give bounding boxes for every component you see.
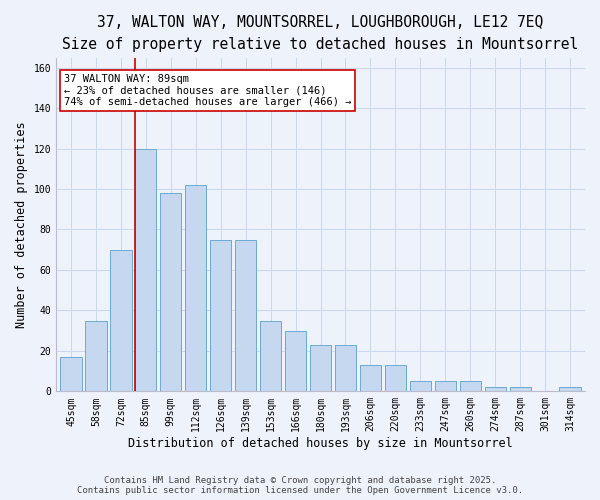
Bar [360, 365, 381, 392]
Y-axis label: Number of detached properties: Number of detached properties [15, 121, 28, 328]
Bar [185, 185, 206, 392]
Bar [485, 388, 506, 392]
Bar [559, 388, 581, 392]
Bar [160, 193, 181, 392]
Bar [385, 365, 406, 392]
Bar [285, 330, 306, 392]
Bar [434, 381, 456, 392]
Bar [61, 357, 82, 392]
Bar [210, 240, 232, 392]
Text: Contains HM Land Registry data © Crown copyright and database right 2025.
Contai: Contains HM Land Registry data © Crown c… [77, 476, 523, 495]
Bar [310, 345, 331, 392]
Bar [260, 320, 281, 392]
Bar [85, 320, 107, 392]
Text: 37 WALTON WAY: 89sqm
← 23% of detached houses are smaller (146)
74% of semi-deta: 37 WALTON WAY: 89sqm ← 23% of detached h… [64, 74, 351, 107]
Bar [135, 148, 157, 392]
Bar [335, 345, 356, 392]
Bar [110, 250, 131, 392]
Bar [460, 381, 481, 392]
Title: 37, WALTON WAY, MOUNTSORREL, LOUGHBOROUGH, LE12 7EQ
Size of property relative to: 37, WALTON WAY, MOUNTSORREL, LOUGHBOROUG… [62, 15, 578, 52]
X-axis label: Distribution of detached houses by size in Mountsorrel: Distribution of detached houses by size … [128, 437, 513, 450]
Bar [509, 388, 531, 392]
Bar [410, 381, 431, 392]
Bar [235, 240, 256, 392]
